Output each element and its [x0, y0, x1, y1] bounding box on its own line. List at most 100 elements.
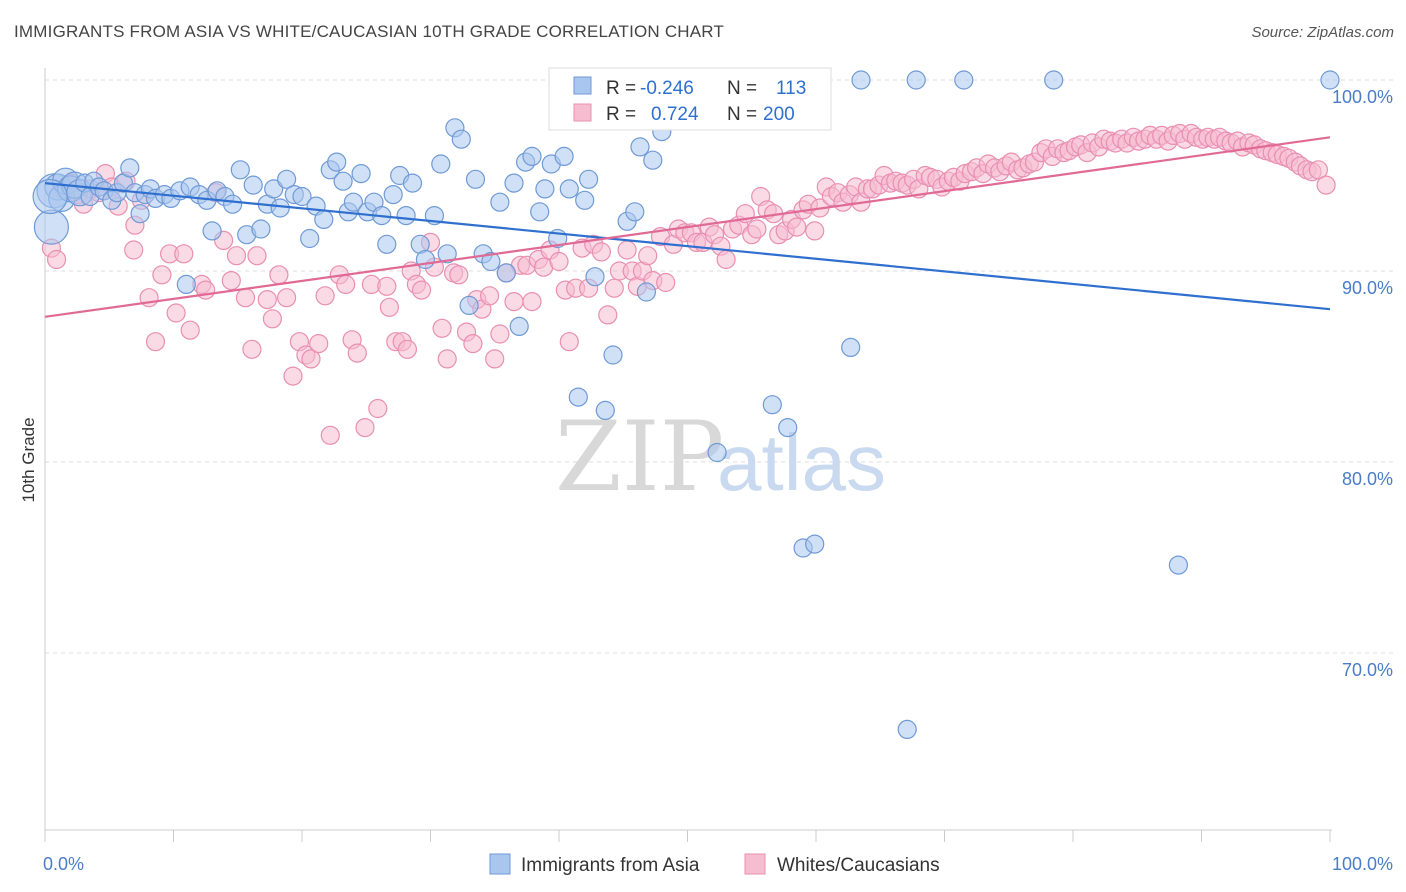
asia-point-36	[251, 219, 271, 239]
asia-point-25	[176, 274, 196, 294]
white-point-60	[437, 349, 457, 369]
asia-point-33	[230, 160, 250, 180]
white-point-93	[638, 246, 658, 266]
asia-point-103	[805, 534, 825, 554]
white-point-208	[1308, 160, 1329, 180]
asia-point-107	[906, 70, 926, 90]
trend-line-white	[44, 136, 1331, 318]
legend-r-value-1: -0.246	[640, 78, 694, 99]
white-point-43	[336, 274, 356, 294]
asia-point-72	[496, 263, 516, 283]
asia-point-42	[292, 186, 312, 207]
asia-point-101	[778, 418, 798, 438]
white-point-30	[247, 246, 267, 266]
white-point-48	[368, 398, 388, 419]
trend-line-asia	[44, 182, 1331, 311]
asia-point-106	[897, 719, 917, 740]
asia-point-76	[522, 146, 542, 166]
asia-point-87	[595, 400, 615, 420]
white-point-27	[226, 246, 247, 266]
bottom-legend-label-1: Immigrants from Asia	[521, 855, 700, 876]
white-point-31	[257, 290, 277, 310]
white-point-69	[490, 324, 510, 344]
asia-point-86	[585, 267, 605, 287]
asia-point-109	[1044, 70, 1064, 90]
asia-point-92	[630, 137, 650, 157]
asia-point-96	[707, 442, 727, 463]
x-tick-label-0: 0.0%	[43, 854, 84, 874]
y-tick-label-70: 70.0%	[1342, 660, 1393, 680]
asia-point-100	[762, 395, 782, 415]
legend-n-label-1: N =	[727, 78, 757, 99]
asia-point-48	[333, 171, 353, 191]
asia-point-78	[535, 179, 555, 199]
asia-point-63	[431, 154, 451, 174]
white-point-86	[598, 305, 618, 325]
white-point-74	[522, 292, 542, 312]
asia-point-56	[383, 185, 403, 205]
watermark-atlas: atlas	[717, 418, 886, 507]
series-legend: Immigrants from Asia Whites/Caucasians	[489, 853, 940, 876]
asia-point-32	[223, 194, 243, 214]
asia-point-104	[841, 337, 861, 357]
asia-point-35	[243, 175, 263, 195]
y-axis-label: 10th Grade	[19, 417, 38, 502]
legend-swatch-pink	[573, 103, 592, 122]
asia-point-61	[415, 249, 435, 270]
asia-point-83	[568, 387, 588, 407]
white-point-68	[485, 349, 505, 369]
legend-n-value-2: 200	[763, 104, 795, 125]
white-point-17	[152, 265, 172, 285]
legend-n-label-2: N =	[727, 104, 757, 125]
y-tick-label-90: 90.0%	[1342, 278, 1393, 298]
asia-point-70	[481, 251, 501, 272]
white-point-209	[1316, 175, 1336, 195]
legend-swatch-blue	[573, 76, 592, 95]
white-point-40	[315, 286, 335, 306]
stats-legend-box	[548, 67, 832, 131]
asia-point-64	[437, 244, 457, 264]
tick-labels: 70.0% 80.0% 90.0% 100.0% 0.0% 100.0%	[43, 87, 1393, 874]
asia-point-67	[459, 295, 479, 315]
asia-point-66	[451, 129, 471, 149]
asia-point-59	[402, 173, 423, 193]
asia-point-110	[1168, 555, 1189, 575]
white-point-19	[166, 303, 186, 323]
asia-point-112	[32, 178, 68, 215]
bottom-legend-swatch-pink	[744, 853, 766, 875]
white-point-12	[124, 240, 144, 260]
white-point-38	[301, 349, 321, 369]
legend-r-label-1: R =	[606, 78, 636, 99]
white-point-85	[591, 242, 612, 262]
bottom-legend-swatch-blue	[489, 853, 511, 875]
white-point-46	[355, 418, 375, 438]
asia-point-108	[954, 70, 974, 90]
white-point-33	[269, 265, 289, 285]
white-point-21	[180, 320, 200, 340]
asia-point-39	[270, 198, 290, 218]
asia-point-84	[575, 190, 595, 210]
asia-point-94	[636, 282, 657, 302]
chart-title: IMMIGRANTS FROM ASIA VS WHITE/CAUCASIAN …	[14, 22, 725, 41]
white-point-106	[716, 249, 736, 270]
white-point-50	[379, 297, 399, 317]
legend-r-label-2: R =	[606, 104, 636, 125]
white-point-71	[504, 292, 524, 312]
bottom-legend-label-2: Whites/Caucasians	[777, 855, 940, 876]
asia-point-88	[603, 345, 623, 365]
asia-point-82	[559, 179, 579, 199]
white-point-59	[432, 318, 452, 338]
white-point-16	[145, 332, 166, 352]
white-point-20	[174, 244, 194, 264]
white-point-78	[549, 251, 569, 272]
watermark: ZIP atlas	[555, 401, 886, 513]
white-point-111	[747, 219, 767, 239]
asia-point-105	[851, 70, 871, 90]
asia-point-68	[465, 169, 486, 189]
white-point-64	[463, 334, 483, 354]
white-point-45	[347, 343, 367, 363]
white-point-23	[196, 280, 216, 300]
asia-point-29	[202, 221, 222, 241]
asia-point-85	[578, 169, 599, 189]
